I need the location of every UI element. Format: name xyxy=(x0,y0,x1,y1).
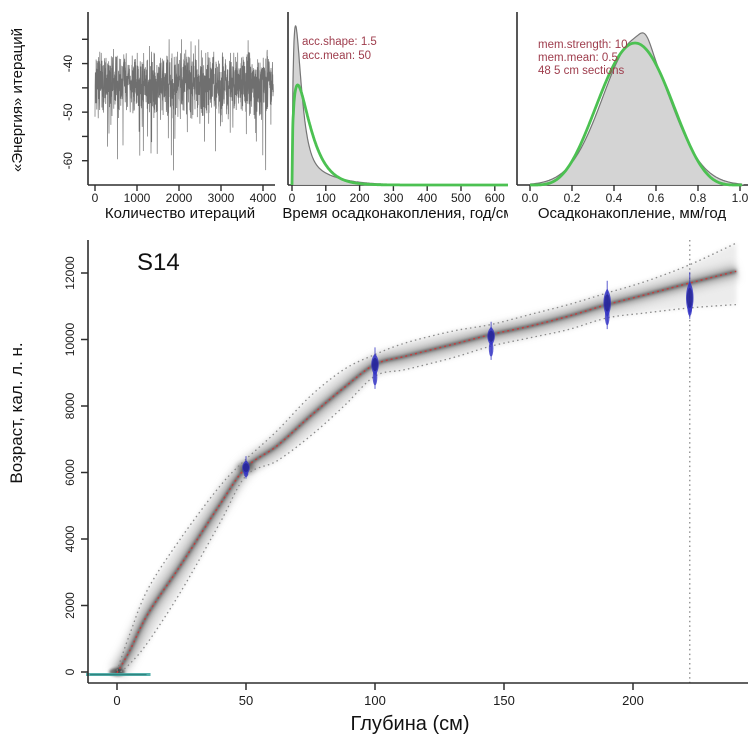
trace-ylabel: «Энергия» итераций xyxy=(9,28,26,172)
tick-label: 200 xyxy=(350,191,370,205)
mem-sections-annotation: 48 5 cm sections xyxy=(538,65,625,77)
date-violin xyxy=(686,272,694,319)
tick-label: -60 xyxy=(61,152,75,170)
model-density-core xyxy=(115,269,737,674)
median-age-line xyxy=(116,270,737,674)
model-density-band xyxy=(117,243,737,675)
tick-label: 6000 xyxy=(63,459,77,486)
date-violin xyxy=(371,347,379,389)
tick-label: 0.8 xyxy=(690,191,707,205)
tick-label: 400 xyxy=(417,191,437,205)
trace-svg: -40 -50 -60 0 1000 2000 3000 4000 Количество ит… xyxy=(9,12,277,222)
tick-label: 0 xyxy=(92,191,99,205)
mem-plot-area: 0.0 0.2 0.4 0.6 0.8 1.0 xyxy=(516,12,749,205)
tick-label: 500 xyxy=(451,191,471,205)
acc-svg: 0 100 200 300 400 500 600 acc.shape: 1.5 acc.m… xyxy=(282,12,508,222)
tick-label: 0.6 xyxy=(648,191,665,205)
age-depth-svg: 0 50 100 150 200020004000600080001000012000 … xyxy=(7,240,748,735)
tick-label: 2000 xyxy=(166,191,193,205)
tick-label: 3000 xyxy=(208,191,235,205)
tick-label: 4000 xyxy=(250,191,277,205)
trace-plot-area: -40 -50 -60 0 1000 2000 3000 4000 xyxy=(61,12,277,205)
tick-label: 100 xyxy=(316,191,336,205)
date-violin xyxy=(603,280,611,330)
acc-shape-annotation: acc.shape: 1.5 xyxy=(302,36,377,48)
acc-prior-curve xyxy=(290,83,508,187)
accumulation-prior-panel: 0 100 200 300 400 500 600 acc.shape: 1.5 acc.m… xyxy=(282,0,508,228)
tick-label: 10000 xyxy=(63,322,77,356)
tick-label: 150 xyxy=(493,693,515,708)
tick-label: 1.0 xyxy=(732,191,749,205)
mem-prior-curve xyxy=(529,41,743,187)
mem-svg: 0.0 0.2 0.4 0.6 0.8 1.0 mem.strength: 10 mem.… xyxy=(516,12,749,222)
tick-label: 100 xyxy=(364,693,386,708)
tick-label: 0 xyxy=(113,693,120,708)
tick-label: 12000 xyxy=(63,256,77,290)
acc-posterior-area xyxy=(292,25,508,186)
tick-label: 600 xyxy=(485,191,505,205)
tick-label: 1000 xyxy=(124,191,151,205)
acc-plot-area: 0 100 200 300 400 500 600 xyxy=(287,12,508,205)
tick-label: -50 xyxy=(61,103,75,121)
tick-label: 8000 xyxy=(63,392,77,419)
tick-label: 200 xyxy=(622,693,644,708)
date-violin xyxy=(487,321,495,360)
date-violin xyxy=(242,456,250,479)
energy-trace-line xyxy=(94,39,274,171)
mem-strength-annotation: mem.strength: 10 xyxy=(538,39,627,51)
acc-mean-annotation: acc.mean: 50 xyxy=(302,50,371,62)
age-depth-panel: 0 50 100 150 200 0 2000 4000 6000 8000 10000 12000 … xyxy=(0,228,756,747)
mem-mean-annotation: mem.mean: 0.5 xyxy=(538,52,618,64)
mem-posterior-area xyxy=(530,32,745,186)
age-depth-ylabel: Возраст, кал. л. н. xyxy=(7,342,26,483)
tick-label: 300 xyxy=(383,191,403,205)
trace-xlabel: Количество итераций xyxy=(105,205,255,222)
trace-panel: -40 -50 -60 0 1000 2000 3000 4000 Количество ит… xyxy=(0,0,282,228)
tick-label: -40 xyxy=(61,55,75,73)
tick-label: 0.0 xyxy=(522,191,539,205)
tick-label: 0.2 xyxy=(564,191,581,205)
memory-prior-panel: 0.0 0.2 0.4 0.6 0.8 1.0 mem.strength: 10 mem.… xyxy=(508,0,756,228)
core-title: S14 xyxy=(137,249,180,276)
tick-label: 0 xyxy=(289,191,296,205)
tick-label: 0 xyxy=(63,668,77,675)
tick-label: 50 xyxy=(239,693,253,708)
tick-label: 2000 xyxy=(63,592,77,619)
acc-xlabel: Время осадконакопления, год/см xyxy=(282,205,508,222)
mem-xlabel: Осадконакопление, мм/год xyxy=(538,205,727,222)
tick-label: 0.4 xyxy=(606,191,623,205)
tick-label: 4000 xyxy=(63,525,77,552)
age-depth-xlabel: Глубина (см) xyxy=(350,713,469,735)
